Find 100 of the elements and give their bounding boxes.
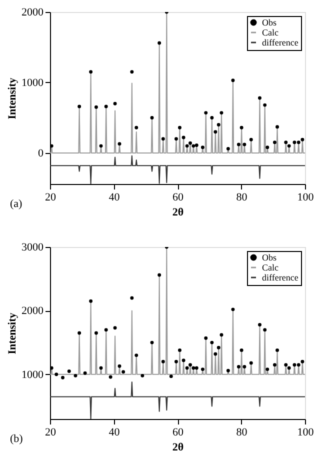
y-tick-label: 0 [38, 147, 44, 160]
point [194, 366, 198, 370]
point [134, 126, 138, 130]
point [158, 41, 162, 45]
point [161, 137, 165, 141]
x-tick-label: 40 [108, 426, 120, 438]
point [296, 363, 300, 367]
x-tick-label: 80 [236, 192, 248, 204]
point [118, 142, 122, 146]
point [214, 352, 218, 356]
legend-label: Calc [262, 28, 278, 38]
point [258, 96, 262, 100]
legend-label: difference [262, 38, 298, 48]
text: (a) [10, 198, 23, 210]
point [188, 141, 192, 145]
point [50, 366, 54, 370]
x-tick-label: 40 [108, 192, 120, 204]
point [236, 365, 240, 368]
point [169, 374, 173, 378]
point [192, 144, 196, 148]
point [182, 136, 186, 140]
x-axis-title: 2θ [172, 442, 184, 454]
point [249, 361, 253, 365]
point [300, 138, 304, 142]
point [200, 146, 204, 150]
point [236, 142, 240, 146]
x-tick-label: 80 [236, 426, 248, 438]
legend-label: Obs [262, 18, 277, 28]
point [192, 366, 196, 370]
point [266, 146, 270, 150]
point [287, 366, 291, 370]
x-tick-label: 60 [172, 426, 184, 438]
x-tick-label: 20 [45, 426, 56, 438]
point [263, 328, 267, 332]
point [104, 328, 108, 332]
point [130, 70, 134, 74]
point [226, 368, 230, 372]
point [185, 144, 189, 148]
legend-label: Obs [262, 252, 277, 262]
point [292, 140, 296, 144]
point [78, 331, 82, 335]
y-tick-label: 1000 [22, 76, 44, 89]
point [94, 105, 98, 109]
x-tick-label: 20 [45, 192, 56, 204]
y-tick-label: 1000 [22, 368, 44, 381]
point [287, 144, 291, 148]
point [67, 369, 71, 373]
line-series [50, 12, 305, 154]
point [220, 111, 224, 115]
point [61, 376, 64, 380]
point [140, 374, 144, 378]
point [220, 333, 224, 337]
point [214, 130, 218, 134]
x-tick-label: 100 [297, 192, 314, 204]
point [174, 137, 178, 141]
legend-label: difference [262, 272, 298, 282]
point [83, 371, 87, 375]
point [300, 360, 304, 364]
y-tick-label: 2000 [22, 305, 44, 318]
x-axis-title: 2θ [172, 206, 184, 218]
point [266, 368, 270, 372]
point [231, 78, 235, 82]
point [182, 358, 186, 362]
point [118, 364, 122, 368]
point [174, 360, 178, 364]
point [240, 126, 244, 130]
point [210, 340, 214, 344]
point [216, 346, 220, 350]
point [74, 374, 78, 378]
point [134, 354, 138, 358]
point [231, 308, 235, 312]
point [54, 372, 58, 376]
point [50, 144, 54, 148]
point [113, 102, 117, 106]
point [130, 296, 134, 300]
point [226, 147, 230, 150]
point [276, 125, 279, 129]
point [258, 322, 262, 326]
point [108, 375, 112, 379]
point [204, 336, 208, 340]
point [158, 273, 162, 277]
point [113, 326, 117, 330]
point [188, 363, 192, 367]
y-axis-title: Intensity [6, 312, 18, 354]
point [296, 140, 300, 144]
point [89, 299, 93, 303]
point [178, 348, 182, 352]
point [240, 348, 244, 352]
point [210, 116, 214, 120]
point [242, 365, 246, 368]
point [194, 144, 198, 147]
point [178, 126, 182, 130]
point [272, 140, 276, 144]
point [242, 142, 246, 146]
line-series [50, 247, 305, 375]
point [284, 363, 288, 367]
legend-label: Calc [262, 262, 278, 272]
point [122, 370, 126, 374]
point [150, 116, 154, 120]
point [99, 366, 103, 370]
